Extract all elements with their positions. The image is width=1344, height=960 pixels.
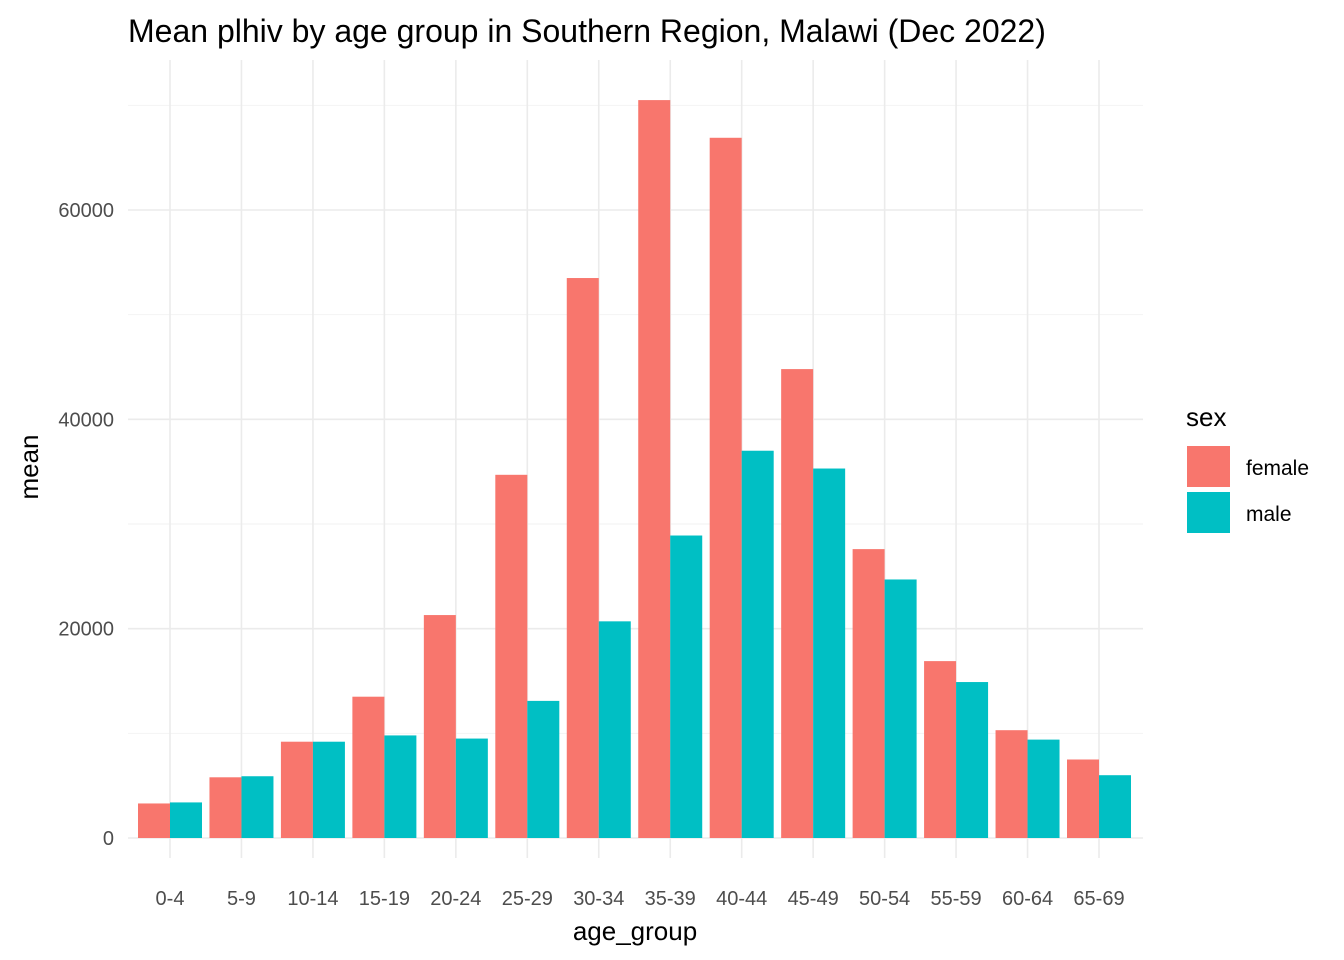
x-tick-label: 20-24 bbox=[430, 888, 481, 910]
x-tick-label: 10-14 bbox=[287, 888, 338, 910]
bar-female-5-9 bbox=[209, 777, 242, 838]
x-tick-label: 35-39 bbox=[645, 888, 696, 910]
y-tick-label: 60000 bbox=[58, 200, 114, 222]
bar-male-65-69 bbox=[1099, 775, 1131, 838]
bar-female-55-59 bbox=[924, 661, 957, 838]
bar-female-30-34 bbox=[566, 278, 599, 838]
bar-female-45-49 bbox=[781, 369, 814, 838]
bar-female-0-4 bbox=[138, 803, 170, 838]
x-tick-label: 65-69 bbox=[1073, 888, 1124, 910]
x-axis-ticks: 0-4 5-9 10-14 15-19 20-24 25-29 30-34 35-39 40-4… bbox=[156, 888, 1125, 910]
bar-female-10-14 bbox=[280, 741, 313, 838]
bar-male-0-4 bbox=[170, 802, 202, 838]
bar-male-50-54 bbox=[884, 579, 917, 838]
x-tick-label: 45-49 bbox=[788, 888, 839, 910]
bars bbox=[138, 100, 1131, 839]
bar-female-20-24 bbox=[423, 615, 456, 838]
bar-male-60-64 bbox=[1027, 739, 1060, 838]
y-axis-title: mean bbox=[14, 434, 44, 499]
y-axis-ticks: 0 20000 40000 60000 bbox=[58, 200, 114, 850]
bar-male-5-9 bbox=[241, 776, 274, 838]
legend-label-male: male bbox=[1246, 503, 1292, 526]
y-tick-label: 40000 bbox=[58, 409, 114, 431]
x-tick-label: 40-44 bbox=[716, 888, 767, 910]
bar-male-30-34 bbox=[598, 621, 631, 838]
bar-male-35-39 bbox=[670, 535, 703, 838]
x-axis-title: age_group bbox=[573, 916, 697, 946]
legend-title: sex bbox=[1186, 402, 1226, 432]
bar-female-50-54 bbox=[852, 549, 885, 838]
x-tick-label: 60-64 bbox=[1002, 888, 1053, 910]
x-tick-label: 25-29 bbox=[502, 888, 553, 910]
chart-title: Mean plhiv by age group in Southern Regi… bbox=[128, 13, 1046, 49]
bar-male-25-29 bbox=[527, 700, 560, 838]
x-tick-label: 55-59 bbox=[930, 888, 981, 910]
bar-female-60-64 bbox=[995, 730, 1028, 838]
legend: sex female male bbox=[1186, 402, 1309, 533]
bar-male-20-24 bbox=[455, 738, 488, 838]
legend-key-male bbox=[1187, 492, 1230, 533]
bar-male-10-14 bbox=[312, 741, 345, 838]
grid bbox=[128, 60, 1143, 858]
bar-male-55-59 bbox=[956, 682, 989, 838]
x-tick-label: 5-9 bbox=[227, 888, 256, 910]
bar-female-35-39 bbox=[638, 100, 671, 839]
x-tick-label: 0-4 bbox=[156, 888, 185, 910]
bar-female-40-44 bbox=[709, 137, 742, 838]
legend-label-female: female bbox=[1246, 457, 1309, 480]
x-tick-label: 50-54 bbox=[859, 888, 910, 910]
bar-female-25-29 bbox=[495, 474, 528, 838]
x-tick-label: 30-34 bbox=[573, 888, 624, 910]
y-tick-label: 20000 bbox=[58, 619, 114, 641]
bar-male-45-49 bbox=[813, 468, 846, 838]
legend-key-female bbox=[1187, 446, 1230, 487]
bar-female-15-19 bbox=[352, 696, 385, 838]
x-tick-label: 15-19 bbox=[359, 888, 410, 910]
y-tick-label: 0 bbox=[103, 828, 114, 850]
bar-male-40-44 bbox=[741, 450, 774, 838]
bar-female-65-69 bbox=[1067, 759, 1099, 838]
bar-male-15-19 bbox=[384, 735, 417, 838]
